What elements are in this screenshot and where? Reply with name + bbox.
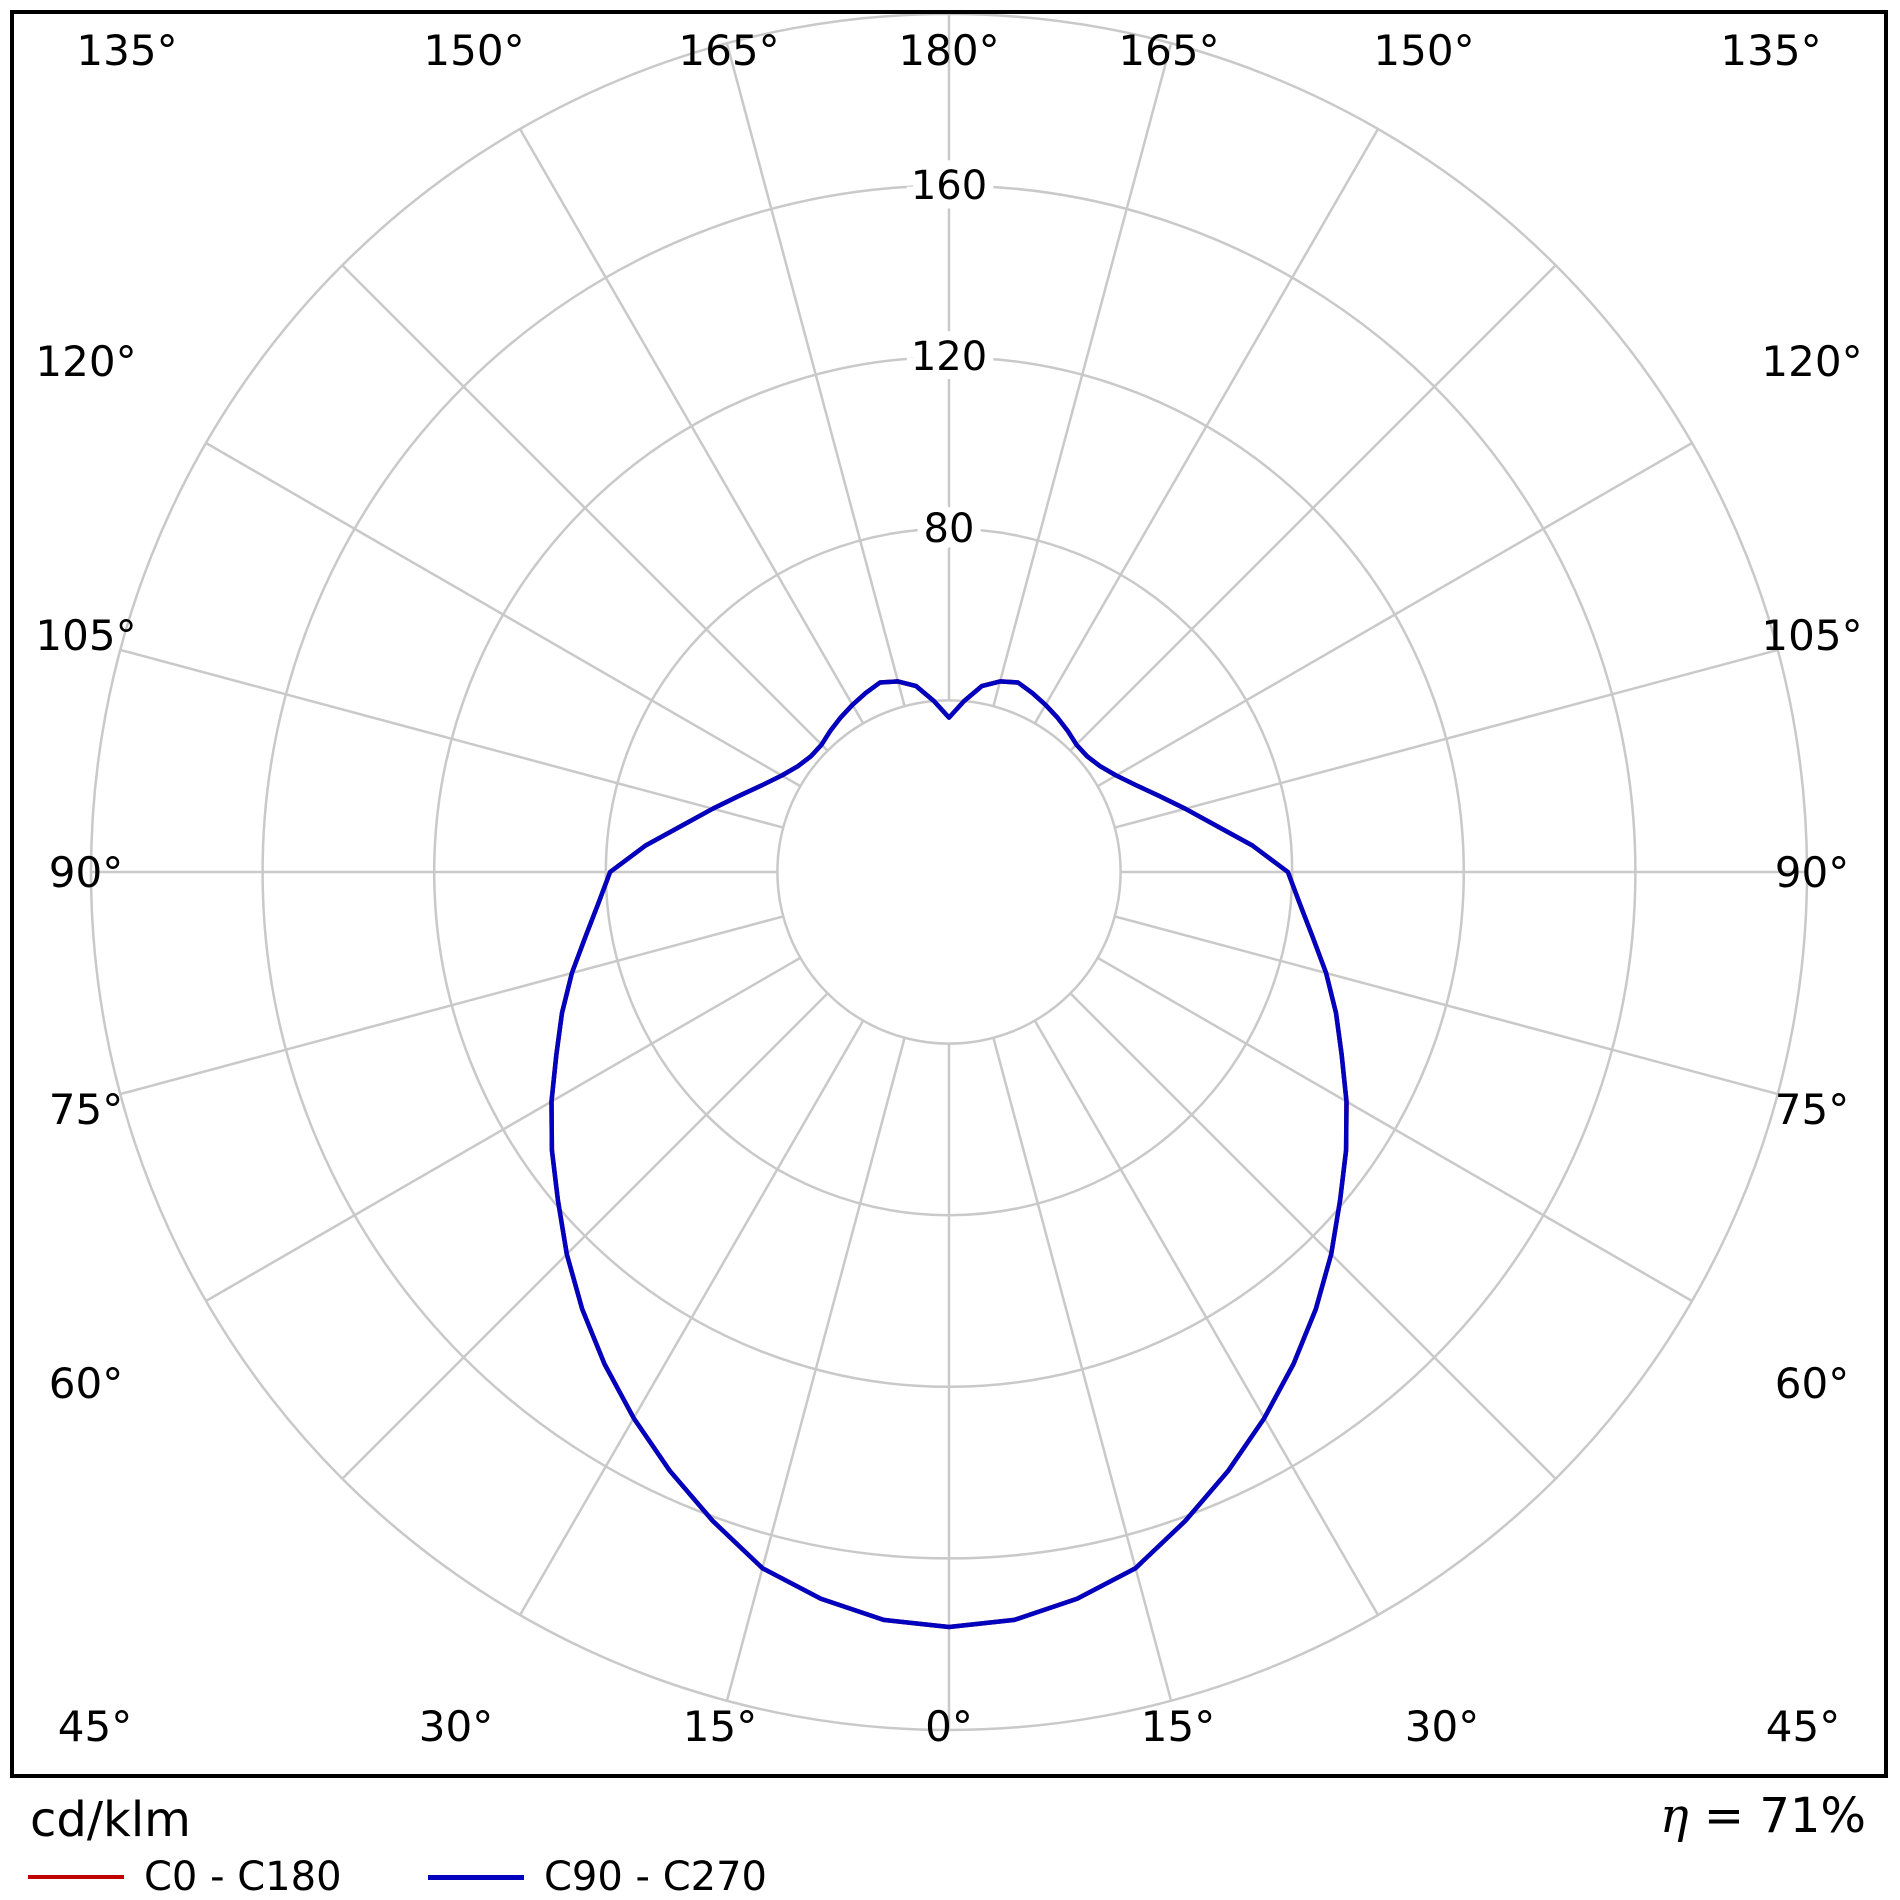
radial-gridline-345 (725, 1037, 906, 1702)
radial-gridline-210 (518, 128, 865, 725)
angle-tick-label-0-right: 0° (925, 1702, 973, 1751)
angle-tick-label-105-left: 105° (35, 611, 136, 660)
radial-gridline-105 (1114, 648, 1779, 829)
angle-tick-label-165-left: 165° (678, 26, 779, 75)
radial-gridline-195 (725, 42, 906, 707)
units-label: cd/klm (30, 1792, 191, 1848)
radial-gridline-315 (341, 992, 829, 1480)
angle-tick-label-90-right: 90° (1775, 848, 1849, 897)
radial-gridline-75 (1114, 915, 1779, 1096)
efficiency-label: η = 71% (1660, 1788, 1866, 1844)
legend-swatch-c0-c180-line (28, 1875, 124, 1879)
angle-tick-label-180-right: 180° (898, 26, 999, 75)
radial-gridline-225 (341, 264, 829, 752)
ring-value-label-120: 120 (911, 334, 987, 380)
legend-item-c0-c180: C0 - C180 (28, 1854, 342, 1900)
radial-gridline-135 (1069, 264, 1557, 752)
ring-value-label-160: 160 (911, 163, 987, 209)
angle-tick-label-60-right: 60° (1775, 1359, 1849, 1408)
legend-label-c0-c180: C0 - C180 (144, 1854, 342, 1900)
radial-gridline-60 (1096, 956, 1693, 1303)
angle-tick-label-15-right: 15° (1141, 1702, 1215, 1751)
radial-gridline-240 (205, 441, 802, 788)
angle-tick-label-30-right: 30° (1405, 1702, 1479, 1751)
radial-gridline-165 (992, 42, 1173, 707)
radial-gridline-45 (1069, 992, 1557, 1480)
angle-tick-label-135-right: 135° (1720, 26, 1821, 75)
radial-gridline-30 (1033, 1019, 1380, 1616)
radial-gridline-150 (1033, 128, 1380, 725)
ring-value-label-80: 80 (924, 506, 975, 552)
legend-item-c90-c270: C90 - C270 (428, 1854, 767, 1900)
angle-tick-label-60-left: 60° (49, 1359, 123, 1408)
angle-tick-label-15-left: 15° (683, 1702, 757, 1751)
angle-tick-label-45-right: 45° (1766, 1702, 1840, 1751)
angle-tick-label-150-left: 150° (423, 26, 524, 75)
angle-tick-label-165-right: 165° (1118, 26, 1219, 75)
radial-gridline-255 (119, 648, 784, 829)
chart-footer: cd/klm η = 71% C0 - C180 C90 - C270 (0, 1786, 1900, 1900)
legend-swatch-c90-c270-line (428, 1874, 524, 1880)
angle-tick-label-90-left: 90° (49, 848, 123, 897)
radial-gridline-285 (119, 915, 784, 1096)
chart-frame: 0° 15° 15° 30° 30° 45° 45° 60° 60° 75° 75° 90° 90° 10… (10, 10, 1888, 1778)
legend-label-c90-c270: C90 - C270 (544, 1854, 767, 1900)
eta-symbol: η (1659, 1788, 1689, 1844)
eta-value: = 71% (1688, 1788, 1866, 1844)
angle-tick-label-120-left: 120° (35, 337, 136, 386)
angle-tick-label-105-right: 105° (1761, 611, 1862, 660)
radial-gridline-15 (992, 1037, 1173, 1702)
angle-tick-label-45-left: 45° (58, 1702, 132, 1751)
angle-tick-label-30-left: 30° (419, 1702, 493, 1751)
angle-tick-label-135-left: 135° (76, 26, 177, 75)
polar-photometric-chart: 0° 15° 15° 30° 30° 45° 45° 60° 60° 75° 75° 90° 90° 10… (35, 14, 1863, 1751)
ring-circle-40 (776, 699, 1122, 1045)
angle-tick-label-150-right: 150° (1373, 26, 1474, 75)
radial-gridline-330 (518, 1019, 865, 1616)
radial-gridline-300 (205, 956, 802, 1303)
radial-gridline-120 (1096, 441, 1693, 788)
angle-tick-label-75-left: 75° (49, 1085, 123, 1134)
angle-tick-label-75-right: 75° (1775, 1085, 1849, 1134)
series-path-c90-c270 (549, 679, 1349, 1630)
angle-tick-label-120-right: 120° (1761, 337, 1862, 386)
